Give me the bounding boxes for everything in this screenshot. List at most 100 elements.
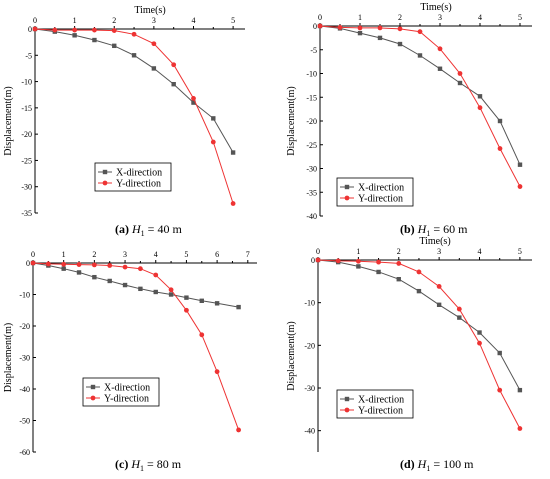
y-axis-title: Displacement(m): [286, 86, 297, 155]
data-point-y: [30, 260, 36, 266]
data-point-x: [437, 66, 443, 71]
y-tick-label: -25: [306, 141, 317, 150]
data-point-x: [357, 30, 363, 36]
data-point-y: [61, 261, 67, 267]
x-tick-label: 4: [154, 250, 158, 259]
y-tick-label: -5: [310, 46, 317, 55]
y-tick-label: -40: [304, 427, 315, 436]
data-point-x: [457, 315, 462, 320]
data-point-y: [137, 266, 143, 272]
y-tick-label: 0: [26, 259, 30, 268]
series-line-x: [32, 262, 239, 308]
data-point-y: [122, 264, 128, 270]
data-point-x: [436, 302, 442, 307]
x-tick-label: 2: [92, 250, 96, 259]
legend-label: X-direction: [358, 395, 404, 406]
y-tick-label: -20: [306, 117, 317, 126]
y-tick-label: -40: [19, 385, 30, 394]
caption-variable: H: [417, 457, 428, 471]
x-tick-label: 2: [112, 16, 116, 25]
panel-caption: (c) H1 = 80 m: [115, 457, 182, 473]
legend-box: [82, 377, 160, 407]
data-point-x: [397, 41, 403, 47]
data-point-x: [168, 292, 174, 297]
x-tick-label: 5: [518, 247, 522, 256]
data-point-x: [72, 33, 77, 38]
data-point-y: [45, 261, 51, 267]
legend-marker-y: [90, 395, 96, 401]
data-point-x: [199, 298, 204, 303]
legend-marker-x: [344, 396, 350, 402]
data-point-x: [184, 295, 189, 300]
data-point-x: [138, 286, 143, 292]
data-point-y: [376, 259, 381, 265]
series-line-x: [319, 25, 521, 165]
legend-box: [336, 389, 414, 419]
y-tick-label: -15: [306, 93, 317, 102]
y-tick-label: -10: [21, 78, 32, 87]
y-axis-title: Displacement(m): [3, 86, 14, 155]
x-tick-label: 0: [316, 247, 320, 256]
legend-marker-x: [102, 169, 108, 175]
data-point-y: [199, 332, 205, 338]
caption-subscript: 1: [426, 464, 430, 473]
caption-subscript: 1: [141, 229, 145, 238]
data-point-y: [191, 95, 196, 101]
data-point-y: [377, 25, 383, 31]
y-tick-label: -15: [21, 104, 32, 113]
y-tick-label: -35: [306, 188, 317, 197]
data-point-y: [32, 26, 38, 32]
data-point-x: [122, 282, 128, 288]
x-tick-label: 3: [437, 247, 441, 256]
data-point-y: [107, 263, 113, 268]
x-tick-label: 4: [191, 16, 195, 25]
data-point-x: [236, 304, 241, 310]
x-tick-label: 5: [231, 16, 235, 25]
x-axis-title: Time(s): [419, 236, 450, 247]
y-axis-title: Displacement(m): [286, 321, 297, 390]
data-point-x: [477, 94, 483, 99]
data-point-x: [376, 269, 381, 275]
x-tick-label: 6: [215, 250, 219, 259]
data-point-y: [131, 31, 137, 37]
data-point-y: [92, 27, 97, 33]
data-point-x: [356, 264, 361, 269]
caption-value: = 40 m: [145, 222, 183, 236]
caption-subscript: 1: [426, 229, 430, 238]
data-point-x: [211, 116, 216, 121]
panel-caption: (b) H1 = 60 m: [400, 222, 468, 238]
x-tick-label: 3: [438, 13, 442, 22]
x-tick-label: 0: [318, 13, 322, 22]
data-point-y: [214, 369, 220, 375]
data-point-y: [517, 184, 523, 189]
legend-marker-x: [90, 384, 96, 390]
y-tick-label: -10: [19, 291, 30, 300]
caption-letter: (a): [115, 222, 132, 236]
y-axis-title: Displacement(m): [3, 323, 14, 392]
caption-variable: H: [130, 457, 141, 471]
chart-panel-4: 0 1 2 3 4 5 0 -10 -20 -30 -40 Time(s) Displacement(m…: [286, 236, 532, 473]
legend-label: Y-direction: [358, 194, 403, 205]
data-point-x: [497, 350, 502, 356]
x-tick-label: 1: [73, 16, 77, 25]
data-point-y: [396, 261, 402, 266]
data-point-y: [91, 262, 97, 268]
caption-letter: (d): [400, 457, 418, 471]
data-point-y: [72, 27, 78, 33]
y-tick-label: 0: [313, 22, 317, 31]
caption-value: = 80 m: [144, 457, 182, 471]
y-tick-label: -10: [306, 70, 317, 79]
x-tick-label: 2: [397, 247, 401, 256]
legend-marker-x: [344, 184, 350, 190]
y-tick-label: 0: [28, 25, 32, 34]
y-tick-label: -10: [304, 299, 315, 308]
caption-letter: (c): [115, 457, 131, 471]
legend-label: Y-direction: [104, 394, 149, 405]
data-point-y: [111, 28, 117, 33]
caption-letter: (b): [400, 222, 418, 236]
legend-label: Y-direction: [116, 179, 161, 190]
x-tick-label: 5: [518, 13, 522, 22]
